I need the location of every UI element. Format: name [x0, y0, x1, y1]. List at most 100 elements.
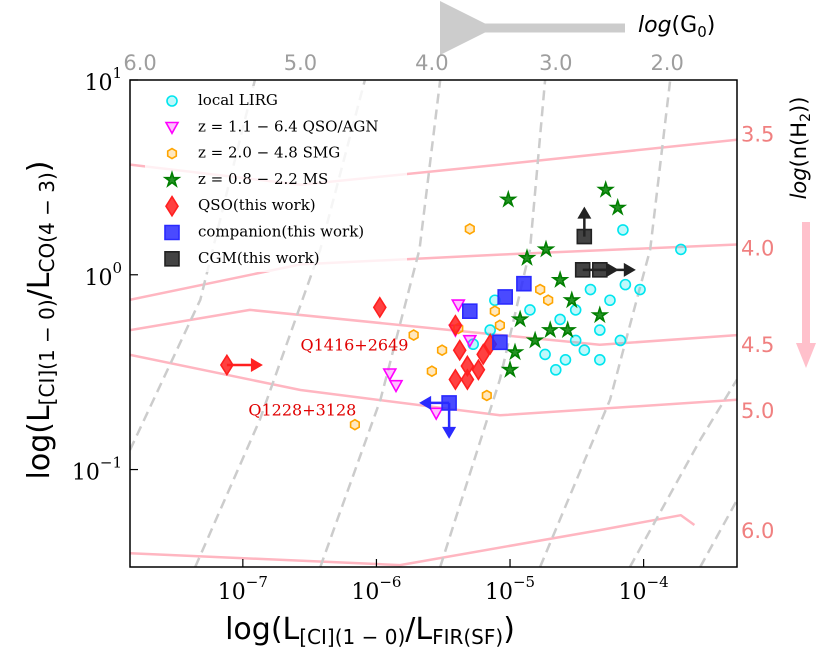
marker-s: [574, 261, 591, 278]
marker-circle: [634, 283, 646, 296]
marker-s: [164, 224, 180, 241]
marker-circle: [569, 334, 582, 347]
y-label-part: [CI](1 − 0): [35, 299, 59, 405]
annotation: Q1228+3128: [248, 400, 356, 419]
y-label-part: ): [22, 161, 57, 173]
right-label-part: )): [787, 97, 811, 113]
y-tick-exp: −1: [100, 454, 122, 472]
x-label-part: log(L: [225, 612, 299, 647]
marker-d: [448, 314, 463, 337]
x-tick-label: 10−7: [218, 573, 268, 605]
x-tick-label: 10−6: [351, 573, 401, 605]
x-tick-base: 10: [619, 580, 647, 605]
marker-h: [426, 365, 438, 378]
marker-h: [489, 305, 501, 318]
x-tick-base: 10: [351, 580, 379, 605]
right-tick-label: 5.0: [741, 399, 774, 423]
marker-h: [481, 389, 492, 402]
right-label-part: (n(H: [787, 122, 811, 168]
y-tick-base: 10: [84, 71, 112, 96]
marker-h: [349, 418, 361, 431]
marker-circle: [617, 224, 629, 236]
marker-circle: [554, 313, 566, 326]
g0-curve: [628, 378, 737, 567]
marker-v: [382, 368, 398, 382]
marker-s: [164, 251, 180, 267]
x-label-part: [CI](1 − 0): [299, 625, 405, 649]
marker-d: [165, 195, 179, 218]
x-tick-exp: −5: [513, 573, 535, 591]
marker-circle: [578, 344, 591, 356]
marker-*: [540, 320, 560, 339]
y-tick-label: 100: [84, 259, 122, 291]
y-tick-exp: 0: [112, 259, 122, 277]
x-tick-label: 10−4: [619, 573, 669, 605]
marker-s: [497, 289, 514, 305]
y-tick-label: 101: [84, 64, 122, 96]
x-tick-exp: −4: [647, 573, 669, 591]
g0-curve: [699, 499, 737, 567]
marker-v: [388, 379, 404, 394]
x-tick-exp: −7: [246, 573, 268, 591]
y-tick-exp: 1: [112, 64, 122, 82]
marker-*: [498, 189, 518, 208]
marker-circle: [559, 353, 572, 366]
marker-*: [550, 270, 570, 288]
marker-s: [591, 261, 608, 278]
marker-*: [536, 239, 556, 258]
y-axis-label: log(L[CI](1 − 0)/LCO(4 − 3)): [22, 161, 59, 480]
marker-circle: [604, 294, 616, 307]
x-axis-label: log(L[CI](1 − 0)/LFIR(SF)): [225, 612, 515, 649]
marker-v: [428, 407, 444, 421]
x-tick-label: 10−5: [485, 573, 535, 605]
right-label-part: 2: [798, 113, 814, 122]
density-curve: [130, 308, 737, 347]
top-label-part: ): [707, 13, 716, 38]
x-tick-exp: −6: [379, 573, 401, 591]
right-tick-label: 3.5: [741, 122, 774, 146]
right-tick-label: 4.0: [741, 236, 774, 260]
marker-circle: [549, 364, 562, 376]
marker-s: [516, 275, 532, 292]
marker-circle: [594, 324, 606, 336]
g0-curve: [538, 80, 672, 567]
marker-*: [510, 309, 530, 328]
marker-circle: [594, 353, 606, 366]
marker-*: [525, 330, 545, 349]
top-tick-label: 2.0: [650, 51, 683, 75]
marker-d: [460, 368, 475, 391]
right-axis-label: log(n(H2)): [787, 97, 814, 200]
marker-v: [462, 334, 478, 349]
marker-s: [492, 334, 508, 351]
marker-*: [505, 342, 525, 361]
marker-s: [576, 228, 593, 245]
legend-label: companion(this work): [198, 223, 364, 241]
marker-d: [219, 353, 234, 377]
x-label-part: FIR(SF): [432, 625, 503, 649]
limit-arrow-head: [250, 358, 263, 373]
marker-h: [534, 283, 546, 296]
marker-d: [452, 339, 467, 362]
marker-v: [164, 121, 180, 135]
g0-curve: [439, 80, 547, 567]
annotation: Q1416+2649: [300, 336, 408, 355]
top-tick-label: 6.0: [123, 51, 156, 75]
points: [219, 179, 687, 439]
top-tick-label: 4.0: [415, 51, 448, 75]
density-curve: [130, 353, 737, 417]
x-tick-base: 10: [485, 580, 513, 605]
x-label-part: /L: [405, 612, 432, 647]
n-arrow-head: [796, 343, 816, 368]
top-label-part: log: [638, 13, 672, 38]
marker-h: [166, 147, 178, 160]
marker-h: [494, 319, 506, 332]
marker-circle: [539, 348, 551, 361]
marker-circle: [584, 283, 597, 296]
legend-label: CGM(this work): [198, 249, 320, 267]
g0-curve: [319, 80, 442, 567]
marker-h: [542, 294, 554, 307]
y-tick-label: 10−1: [72, 454, 122, 486]
legend-label: z = 2.0 − 4.8 SMG: [198, 144, 340, 162]
